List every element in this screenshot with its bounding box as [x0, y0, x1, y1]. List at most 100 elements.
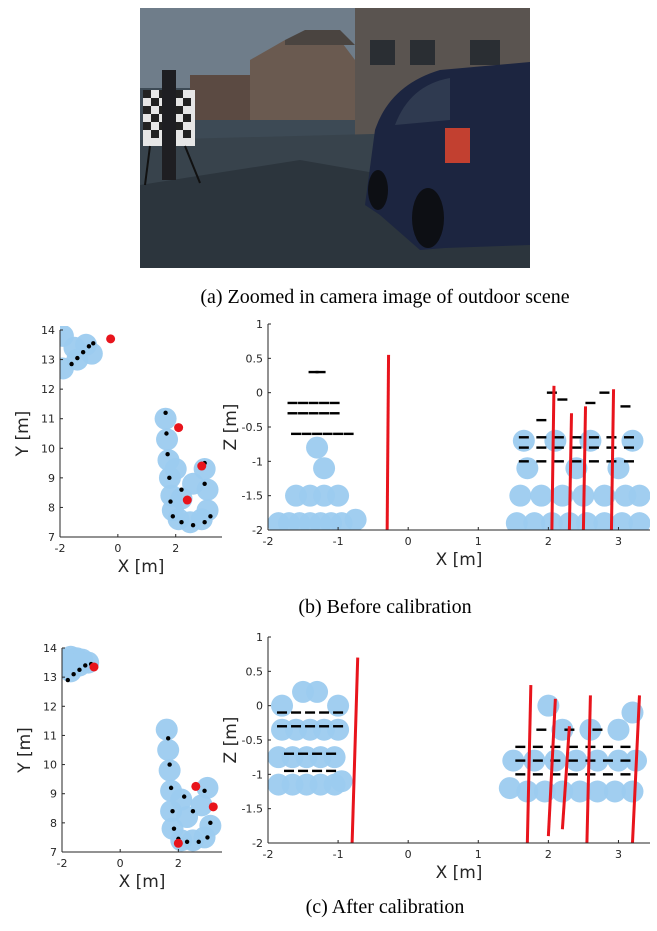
edge-point [81, 350, 85, 354]
edge-point [585, 759, 595, 761]
edge-point [298, 753, 308, 755]
edge-point [185, 840, 189, 844]
projected-line [562, 726, 569, 829]
edge-point [208, 821, 212, 825]
edge-point [333, 725, 343, 727]
plot: -2-1.5-1-0.500.51-2-10123X [m]Z [m] [221, 631, 650, 883]
cloud-point [628, 512, 650, 534]
plot: 7891011121314-202X [m]Y [m] [15, 642, 222, 892]
cloud-point [197, 499, 219, 521]
image-caption: (a) Zoomed in camera image of outdoor sc… [200, 286, 569, 308]
edge-point [66, 678, 70, 682]
edge-point [568, 773, 578, 775]
edge-point [182, 794, 186, 798]
edge-point [305, 725, 315, 727]
points [268, 658, 647, 843]
projected-line [569, 413, 571, 530]
y-tick-label: 0 [256, 387, 263, 400]
y-tick-label: 0.5 [246, 352, 264, 365]
target-point [90, 662, 99, 671]
projected-line [527, 685, 531, 843]
edge-point [519, 446, 529, 448]
edge-point [179, 487, 183, 491]
edge-point [284, 770, 294, 772]
y-tick-label: 14 [43, 642, 57, 655]
edge-point [277, 725, 287, 727]
edge-point [91, 341, 95, 345]
edge-point [589, 436, 599, 438]
y-tick-label: 11 [43, 729, 57, 742]
edge-point [624, 446, 634, 448]
x-tick-label: 2 [172, 542, 179, 555]
cloud-point [63, 337, 85, 359]
edge-point [557, 398, 567, 400]
edge-point [288, 412, 298, 414]
edge-point [69, 362, 73, 366]
edge-point [624, 460, 634, 462]
x-axis-label: X [m] [119, 872, 166, 892]
cloud-point [199, 815, 221, 837]
y-tick-label: 12 [43, 700, 57, 713]
edge-point [202, 789, 206, 793]
y-axis-label: Y [m] [13, 411, 33, 458]
y-tick-label: 11 [41, 413, 55, 426]
edge-point [298, 770, 308, 772]
x-tick-label: -1 [333, 848, 344, 861]
edge-point [536, 729, 546, 731]
edge-point [536, 460, 546, 462]
edge-point [344, 433, 354, 435]
edge-point [330, 412, 340, 414]
edge-point [298, 402, 308, 404]
edge-point [533, 746, 543, 748]
projected-line [611, 389, 613, 530]
edge-point [592, 729, 602, 731]
edge-point [515, 773, 525, 775]
x-tick-label: 0 [114, 542, 121, 555]
edge-point [208, 514, 212, 518]
edge-point [536, 446, 546, 448]
points [52, 325, 219, 533]
y-tick-label: -2 [252, 524, 263, 537]
edge-point [316, 371, 326, 373]
edge-point [312, 433, 322, 435]
x-tick-label: -2 [263, 535, 274, 548]
edge-point [169, 786, 173, 790]
y-tick-label: 0.5 [246, 665, 264, 678]
edge-point [603, 746, 613, 748]
target-point [106, 334, 115, 343]
points [54, 646, 221, 852]
edge-point [166, 736, 170, 740]
y-axis-label: Z [m] [221, 404, 241, 451]
x-tick-label: -1 [333, 535, 344, 548]
panel-caption: (c) After calibration [306, 896, 465, 918]
edge-point [168, 499, 172, 503]
edge-point [312, 770, 322, 772]
x-tick-label: 2 [175, 857, 182, 870]
cloud-point [324, 746, 346, 768]
y-tick-label: -2 [252, 837, 263, 850]
x-tick-label: 1 [475, 535, 482, 548]
edge-point [333, 433, 343, 435]
edge-point [277, 711, 287, 713]
y-tick-label: -0.5 [242, 734, 263, 747]
cloud-point [306, 681, 328, 703]
projected-line [552, 386, 554, 530]
cloud-point [313, 457, 335, 479]
edge-point [165, 452, 169, 456]
edge-point [585, 402, 595, 404]
edge-point [83, 663, 87, 667]
edge-point [554, 436, 564, 438]
x-axis-label: X [m] [118, 557, 165, 577]
cloud-point [157, 739, 179, 761]
edge-point [319, 402, 329, 404]
y-tick-label: 9 [50, 788, 57, 801]
edge-point [326, 770, 336, 772]
target-point [191, 782, 200, 791]
y-tick-label: 0 [256, 700, 263, 713]
y-tick-label: 8 [50, 817, 57, 830]
edge-point [167, 762, 171, 766]
edge-point [624, 436, 634, 438]
x-tick-label: 0 [405, 535, 412, 548]
